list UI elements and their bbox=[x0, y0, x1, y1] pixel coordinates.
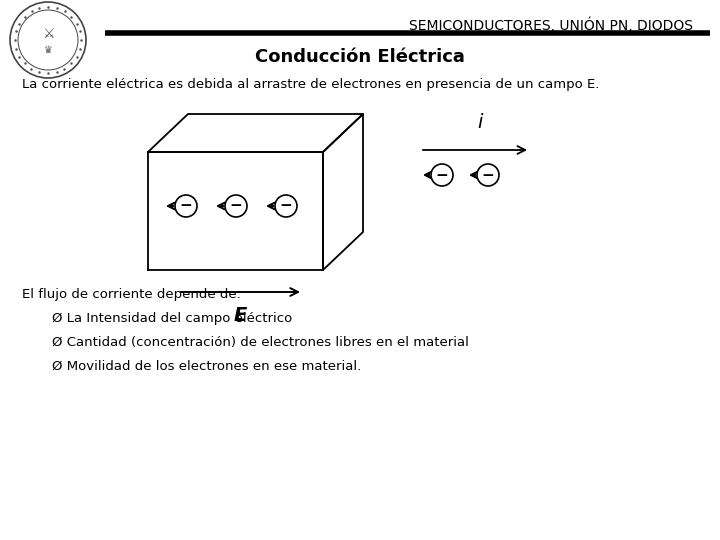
Text: Ø Cantidad (concentración) de electrones libres en el material: Ø Cantidad (concentración) de electrones… bbox=[52, 336, 469, 349]
Text: −: − bbox=[279, 199, 292, 213]
Text: −: − bbox=[230, 199, 243, 213]
Text: −: − bbox=[179, 199, 192, 213]
Text: La corriente eléctrica es debida al arrastre de electrones en presencia de un ca: La corriente eléctrica es debida al arra… bbox=[22, 78, 599, 91]
Text: E: E bbox=[234, 306, 247, 325]
Text: Conducción Eléctrica: Conducción Eléctrica bbox=[255, 48, 465, 66]
Circle shape bbox=[431, 164, 453, 186]
Circle shape bbox=[175, 195, 197, 217]
Text: ♛: ♛ bbox=[44, 45, 53, 55]
Text: ⚔: ⚔ bbox=[42, 27, 54, 41]
Text: El flujo de corriente depende de:: El flujo de corriente depende de: bbox=[22, 288, 241, 301]
Text: Ø La Intensidad del campo eléctrico: Ø La Intensidad del campo eléctrico bbox=[52, 312, 292, 325]
Circle shape bbox=[225, 195, 247, 217]
Text: −: − bbox=[482, 167, 495, 183]
Circle shape bbox=[477, 164, 499, 186]
Circle shape bbox=[275, 195, 297, 217]
Text: i: i bbox=[477, 113, 482, 132]
Text: Ø Movilidad de los electrones en ese material.: Ø Movilidad de los electrones en ese mat… bbox=[52, 360, 361, 373]
Text: SEMICONDUCTORES, UNIÓN PN, DIODOS: SEMICONDUCTORES, UNIÓN PN, DIODOS bbox=[409, 18, 693, 33]
Text: −: − bbox=[436, 167, 449, 183]
